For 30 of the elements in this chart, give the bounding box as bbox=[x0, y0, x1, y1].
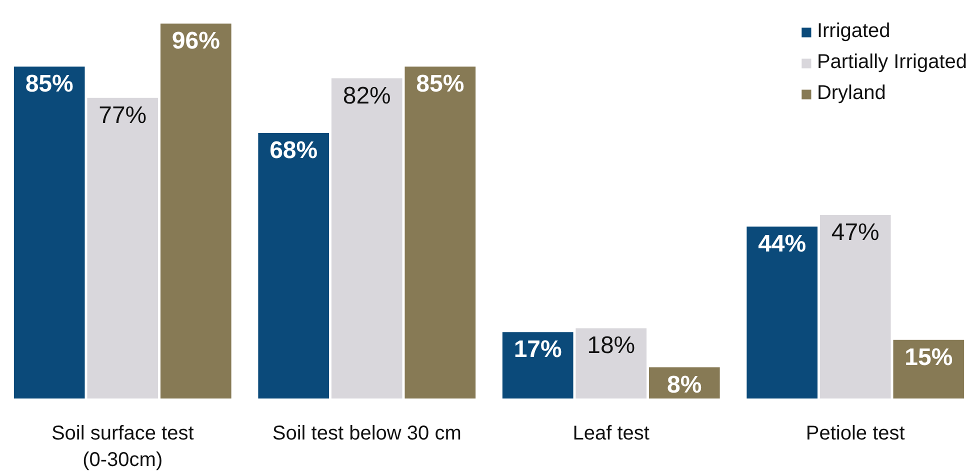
bar bbox=[331, 78, 402, 398]
data-label: 18% bbox=[587, 332, 636, 360]
legend-label: Irrigated bbox=[816, 20, 890, 43]
bar bbox=[820, 214, 891, 398]
data-label: 44% bbox=[758, 230, 806, 258]
bar bbox=[893, 340, 964, 398]
data-label: 85% bbox=[416, 70, 464, 98]
bar bbox=[404, 66, 476, 398]
data-label: 47% bbox=[831, 218, 880, 246]
data-label: 77% bbox=[98, 102, 147, 129]
x-tick-label: Soil test below 30 cm bbox=[272, 422, 462, 444]
bar bbox=[160, 24, 232, 398]
x-tick-label: Soil surface test (0-30cm) bbox=[51, 422, 194, 471]
bar bbox=[258, 132, 330, 398]
bar bbox=[87, 98, 158, 398]
legend-label: Dryland bbox=[816, 82, 886, 105]
legend-label: Partially Irrigated bbox=[816, 51, 967, 74]
data-label: 8% bbox=[667, 371, 702, 398]
data-label: 85% bbox=[25, 70, 74, 98]
x-tick-label: Petiole test bbox=[806, 422, 906, 444]
bar bbox=[576, 328, 647, 398]
data-label: 15% bbox=[904, 344, 953, 371]
data-label: 82% bbox=[342, 82, 391, 110]
data-label: 17% bbox=[514, 336, 562, 364]
bar bbox=[502, 332, 574, 398]
data-label: 96% bbox=[172, 28, 220, 55]
bar bbox=[746, 226, 818, 398]
data-label: 68% bbox=[270, 136, 318, 164]
bar bbox=[14, 66, 85, 398]
x-tick-label: Leaf test bbox=[572, 422, 650, 444]
